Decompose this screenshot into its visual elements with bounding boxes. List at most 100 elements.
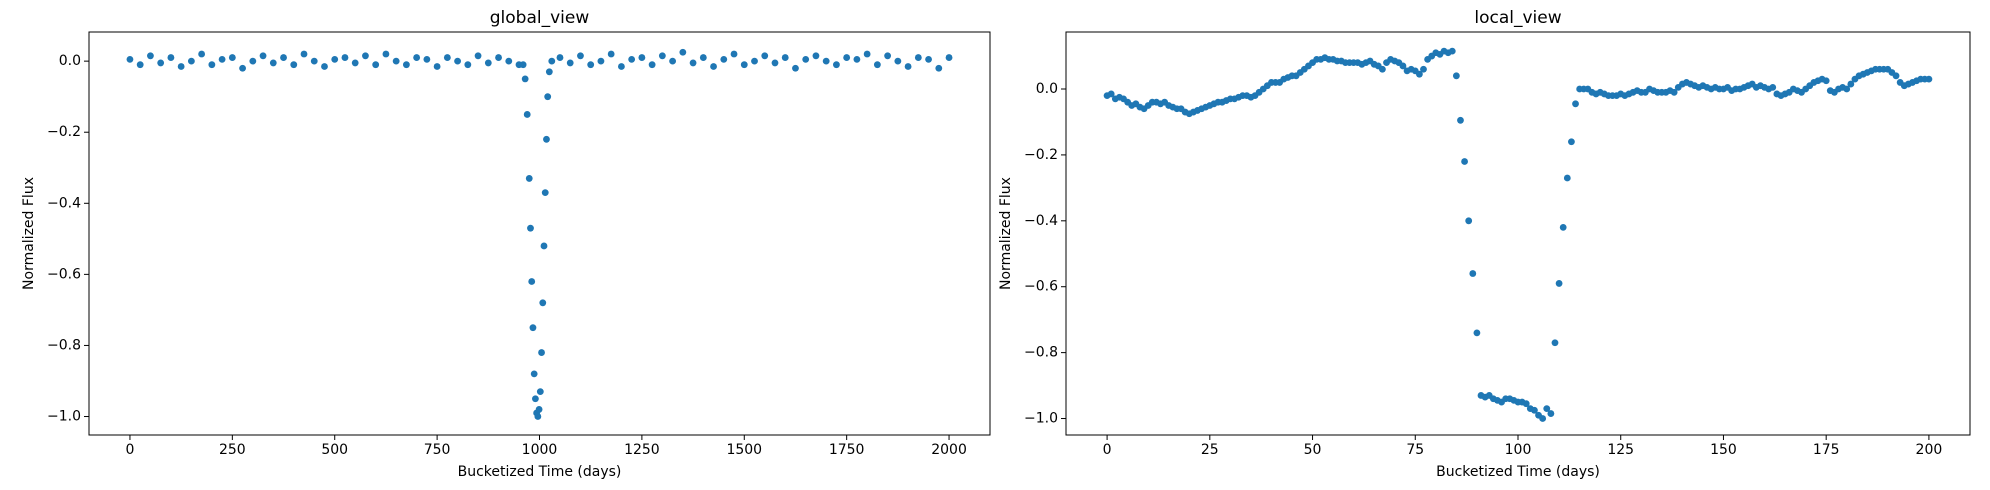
data-point [269,59,277,67]
data-point [1572,100,1579,108]
data-point [833,61,840,69]
data-point [710,63,717,70]
y-tick-label: −0.2 [1024,147,1058,163]
data-point [740,61,748,69]
axes-frame [1065,31,1971,436]
data-point [1107,90,1115,98]
data-point [529,324,537,332]
data-point [280,54,287,61]
data-point [1543,405,1551,413]
data-point [1448,47,1456,55]
data-point [884,52,892,60]
data-point [1420,65,1427,73]
data-point [935,64,943,72]
data-point [126,55,134,63]
chart-title: global_view [490,8,590,28]
data-point [873,61,881,69]
data-point [1670,88,1678,96]
data-point [259,52,267,60]
data-point [538,349,545,356]
data-point [720,55,728,63]
data-point [1547,410,1555,417]
data-point [556,54,564,61]
data-point [341,54,349,61]
data-point [587,61,595,69]
data-point [539,299,547,307]
data-point [638,54,646,61]
data-point [525,175,533,182]
x-axis-label: Bucketized Time (days) [458,464,622,480]
x-axis-label: Bucketized Time (days) [1436,464,1600,480]
data-point [423,55,431,63]
data-point [1892,72,1900,80]
data-point [1473,329,1481,337]
data-point [528,278,536,285]
y-tick-label: −1.0 [1024,411,1058,427]
data-point [1457,116,1464,124]
data-point [925,55,932,63]
data-point [519,61,527,69]
y-tick-label: −1.0 [47,409,81,425]
data-point [802,55,810,63]
data-point [541,189,549,197]
y-tick-label: −0.6 [47,266,81,282]
data-point [413,54,421,61]
data-point [495,54,502,61]
data-point [1399,62,1407,70]
data-point [548,57,556,65]
data-point [218,55,226,63]
data-point [730,50,738,58]
data-point [198,50,206,58]
data-point [433,63,441,70]
x-tick-label: 150 [1710,442,1737,458]
data-point [1551,339,1559,347]
y-tick-label: −0.4 [1024,213,1058,229]
y-axis-label: Normalized Flux [998,177,1014,290]
data-point [853,55,861,63]
data-point [208,61,216,69]
data-point [177,63,185,70]
data-point [1539,415,1547,422]
x-tick-label: 75 [1406,442,1424,458]
data-point [689,59,697,67]
data-point [392,57,400,65]
data-point [1531,406,1538,414]
data-point [1563,174,1571,182]
x-tick-label: 1250 [624,442,660,458]
data-point [628,55,636,63]
data-point [321,63,328,70]
data-point [648,61,656,69]
x-tick-label: 250 [219,442,246,458]
data-point [618,63,625,70]
data-point [300,50,308,58]
axes-frame [88,31,991,436]
data-point [1925,75,1933,83]
data-point [249,57,257,65]
data-point [577,52,584,60]
data-point [543,135,550,143]
data-point [1465,217,1473,225]
data-point [699,54,707,61]
data-point [464,61,472,69]
data-point [863,50,871,58]
x-tick-label: 200 [1916,442,1943,458]
data-point [535,406,543,413]
data-point [544,93,552,101]
chart-title: local_view [1474,8,1561,28]
data-point [540,242,548,250]
data-point [157,59,165,67]
x-tick-label: 1750 [829,442,865,458]
x-tick-label: 750 [424,442,451,458]
x-tick-label: 175 [1813,442,1840,458]
x-tick-label: 50 [1304,442,1322,458]
data-point [781,54,789,61]
y-tick-label: −0.8 [47,337,81,353]
data-point [536,388,544,396]
y-tick-label: −0.4 [47,195,81,211]
x-tick-label: 100 [1505,442,1532,458]
x-tick-label: 125 [1607,442,1634,458]
data-point [771,59,779,67]
data-point [812,52,820,60]
data-point [310,57,318,65]
data-point [1843,85,1851,93]
